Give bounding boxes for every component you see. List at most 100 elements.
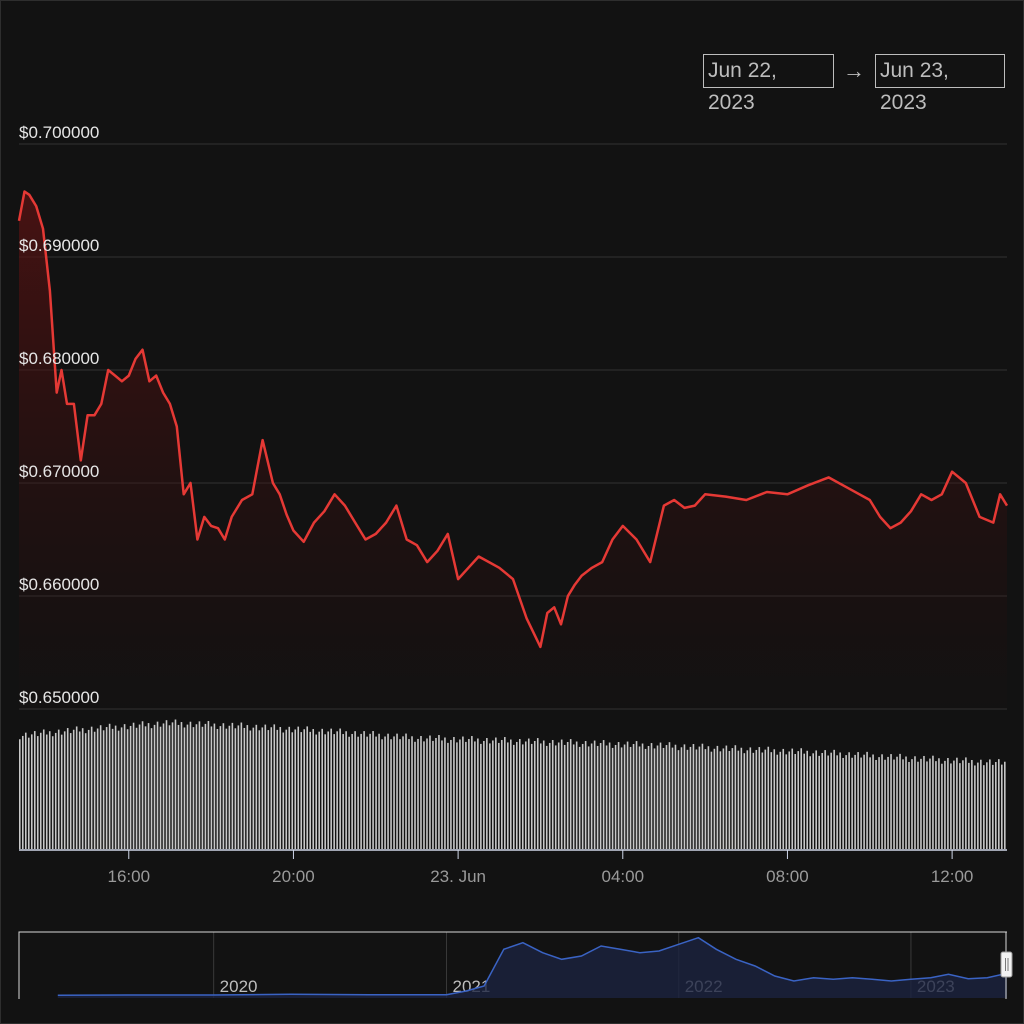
volume-bar [866,751,868,849]
volume-bar [84,733,87,849]
volume-bar [93,731,96,849]
volume-bar [471,736,473,849]
volume-bar [210,726,213,849]
volume-bar [908,761,910,849]
volume-bar [60,734,63,849]
volume-bar [704,749,707,849]
volume-bar [623,744,626,849]
volume-bar [468,738,470,849]
volume-bar [581,743,584,849]
volume-bar [629,746,632,849]
volume-bar [174,719,177,849]
volume-bar [216,728,219,849]
volume-bar [743,753,746,849]
volume-bar [869,757,871,849]
volume-bar [932,755,934,849]
range-start-input[interactable]: Jun 22, 2023 [703,54,834,114]
volume-bar [201,726,204,849]
volume-bar [758,747,761,849]
volume-bar [297,726,300,849]
volume-bar [285,729,288,849]
volume-bar [459,739,461,849]
volume-bar [357,736,359,849]
volume-bar [890,754,892,849]
volume-bar [66,728,69,849]
volume-bar [761,752,764,849]
volume-bar [423,741,425,849]
volume-bar [393,736,395,849]
volume-bar [396,733,398,849]
volume-bar [611,747,614,849]
volume-bar [647,745,650,849]
volume-bar [851,757,853,849]
volume-bar [935,761,937,849]
volume-bar [255,724,258,849]
volume-bar [114,725,117,849]
volume-bar [48,731,51,849]
volume-bar [360,733,362,849]
volume-bar [794,754,797,849]
volume-bar [312,729,315,849]
volume-bar [24,732,27,849]
volume-bar [240,722,243,849]
volume-bar [498,742,500,849]
volume-bar [408,739,410,849]
volume-bar [578,746,581,849]
volume-bar [375,736,377,849]
volume-bar [548,742,551,849]
volume-bar [420,736,422,849]
volume-bar [860,757,862,849]
x-tick-label: 23. Jun [430,867,486,886]
volume-bar [465,741,467,849]
volume-bar [213,723,216,849]
volume-bar [111,728,114,849]
volume-bar [656,745,659,849]
volume-bar [495,737,497,849]
volume-bar [327,731,329,849]
volume-bar [590,743,593,849]
volume-bar [345,731,347,849]
navigator[interactable]: 2020202120222023 [18,931,1013,999]
volume-bar [480,743,482,849]
volume-bar [318,731,320,849]
volume-bar [764,749,767,849]
volume-bar [983,765,985,849]
volume-bar [474,741,476,849]
volume-bar [429,735,431,849]
volume-bar [854,754,856,849]
y-tick-label: $0.700000 [19,123,99,142]
volume-bar [486,738,488,849]
volume-bar [767,746,770,849]
volume-bar [695,749,698,849]
volume-bar [650,743,653,849]
range-end-input[interactable]: Jun 23, 2023 [875,54,1005,114]
volume-bar [593,740,596,849]
volume-bar [258,730,261,849]
volume-bar [402,736,404,849]
volume-bar [812,753,814,849]
volume-bar [30,734,33,849]
price-line [17,190,1009,649]
range-arrow-icon: → [843,58,865,83]
volume-bar [875,759,877,849]
volume-bar [315,734,317,849]
navigator-handle[interactable] [1000,951,1013,978]
volume-bar [923,755,925,849]
volume-bar [324,734,326,849]
volume-bar [587,746,590,849]
volume-bar [108,723,111,849]
volume-bar [33,731,36,849]
volume-bar [351,733,353,849]
volume-bar [489,743,491,849]
volume-bar [63,731,66,849]
volume-bar [773,749,776,849]
y-tick-label: $0.670000 [19,462,99,481]
volume-bar [192,727,195,849]
volume-bar [680,747,683,849]
volume-bar [54,732,57,849]
x-tick-label: 12:00 [931,867,974,886]
volume-bar [785,754,788,849]
volume-bar [342,734,344,849]
volume-bar [545,745,548,849]
